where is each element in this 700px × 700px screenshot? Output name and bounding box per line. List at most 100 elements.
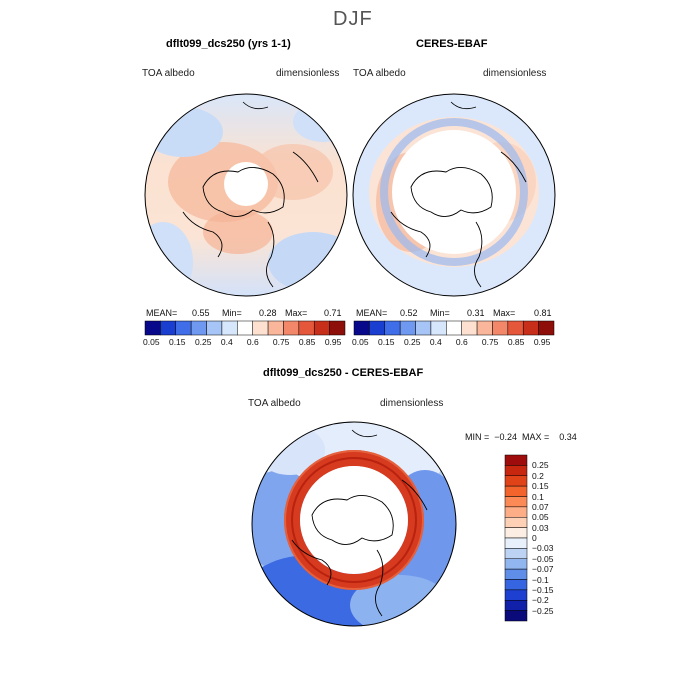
colorbar-ceres-swatch (430, 320, 447, 336)
colorbar-model-tick-label: 0.6 (246, 337, 259, 347)
colorbar-model-swatch (160, 320, 177, 336)
colorbar-difference-tick-label: −0.15 (532, 584, 554, 595)
colorbar-difference-swatch (504, 506, 528, 518)
colorbar-ceres-tick-label: 0.15 (377, 337, 395, 347)
colorbar-difference-tick-label: 0 (532, 533, 537, 543)
panel-2-mean-value: 0.52 (400, 308, 418, 318)
map-model-albedo (144, 93, 348, 297)
colorbar-model-swatch (206, 320, 223, 336)
panel-1-variable-label: TOA albedo (142, 68, 195, 79)
colorbar-difference-swatch (504, 610, 528, 622)
panel-1-max-value: 0.71 (324, 308, 342, 318)
colorbar-ceres-ticks: 0.05 0.15 0.25 0.4 0.6 0.75 0.85 0.95 (352, 337, 554, 349)
map-difference (251, 421, 457, 627)
colorbar-model-swatch (313, 320, 330, 336)
panel-2-units-label: dimensionless (483, 68, 547, 79)
colorbar-difference-swatch (504, 527, 528, 539)
colorbar-ceres-tick-label: 0.75 (481, 337, 499, 347)
colorbar-ceres-swatch (384, 320, 401, 336)
panel-3-min-max: MIN = −0.24 MAX = 0.34 (465, 432, 577, 442)
colorbar-ceres (353, 320, 555, 336)
colorbar-model-swatch (329, 320, 346, 336)
colorbar-ceres-swatch (369, 320, 386, 336)
colorbar-ceres-swatch (399, 320, 416, 336)
colorbar-model-swatch (190, 320, 207, 336)
colorbar-difference-swatch (504, 475, 528, 487)
colorbar-ceres-tick-label: 0.95 (533, 337, 551, 347)
colorbar-difference-swatch (504, 558, 528, 570)
colorbar-difference-swatch (504, 454, 528, 466)
colorbar-model-swatch (237, 320, 253, 336)
colorbar-ceres-tick-label: 0.85 (507, 337, 525, 347)
colorbar-ceres-swatch (461, 320, 478, 336)
colorbar-model-swatch (298, 320, 315, 336)
colorbar-difference-tick-label: 0.15 (532, 481, 549, 492)
colorbar-difference-tick-label: −0.1 (532, 574, 549, 585)
panel-2-mean-label: MEAN= (356, 308, 388, 318)
panel-2-max-label: Max= (493, 308, 516, 318)
colorbar-difference-tick-label: 0.25 (532, 460, 549, 471)
colorbar-difference-swatch (504, 465, 528, 476)
colorbar-difference-tick-label: 0.03 (532, 522, 549, 533)
colorbar-difference-tick-label: −0.03 (532, 543, 554, 554)
colorbar-difference-swatch (504, 517, 528, 528)
colorbar-difference-swatch (504, 600, 528, 611)
colorbar-model-tick-label: 0.95 (324, 337, 342, 347)
panel-3-title: dflt099_dcs250 - CERES-EBAF (263, 367, 424, 379)
colorbar-ceres-swatch (415, 320, 432, 336)
panel-1-mean-label: MEAN= (146, 308, 178, 318)
colorbar-ceres-swatch (476, 320, 493, 336)
colorbar-difference-tick-label: 0.1 (532, 491, 544, 502)
colorbar-ceres-tick-label: 0.25 (403, 337, 421, 347)
panel-3-variable-label: TOA albedo (248, 398, 301, 409)
colorbar-model-swatch (144, 320, 161, 336)
panel-1-min-label: Min= (222, 308, 242, 318)
colorbar-difference-swatch (504, 548, 528, 559)
colorbar-model-swatch (283, 320, 300, 336)
panel-2-max-value: 0.81 (534, 308, 552, 318)
colorbar-difference-ticks: 0.25 0.2 0.15 0.1 0.07 0.05 0.03 0 −0.03 −0.05 −0.… (532, 455, 582, 621)
colorbar-model-tick-label: 0.25 (194, 337, 212, 347)
colorbar-ceres-swatch (446, 320, 462, 336)
colorbar-difference-tick-label: −0.25 (532, 605, 554, 616)
panel-1-units-label: dimensionless (276, 68, 340, 79)
colorbar-ceres-tick-label: 0.4 (429, 337, 442, 347)
colorbar-model-tick-label: 0.05 (143, 337, 160, 347)
colorbar-model-ticks: 0.05 0.15 0.25 0.4 0.6 0.75 0.85 0.95 (143, 337, 345, 349)
colorbar-ceres-swatch (353, 320, 370, 336)
colorbar-difference-swatch (504, 496, 528, 508)
colorbar-model-swatch (221, 320, 238, 336)
map-ceres-albedo (352, 93, 556, 297)
colorbar-model-swatch (175, 320, 192, 336)
colorbar-difference-swatch (504, 568, 528, 580)
colorbar-difference (504, 454, 528, 622)
colorbar-difference-tick-label: 0.05 (532, 512, 549, 523)
panel-3-units-label: dimensionless (380, 398, 444, 409)
colorbar-ceres-tick-label: 0.05 (352, 337, 369, 347)
colorbar-model-tick-label: 0.15 (168, 337, 186, 347)
colorbar-ceres-swatch (538, 320, 555, 336)
colorbar-difference-swatch (504, 579, 528, 591)
colorbar-difference-tick-label: 0.07 (532, 501, 549, 512)
panel-2-min-value: 0.31 (467, 308, 485, 318)
season-title: DJF (333, 8, 373, 30)
colorbar-model (144, 320, 346, 336)
colorbar-ceres-swatch (507, 320, 524, 336)
colorbar-model-swatch (252, 320, 269, 336)
panel-1-min-value: 0.28 (259, 308, 277, 318)
colorbar-ceres-swatch (492, 320, 509, 336)
colorbar-difference-swatch (504, 485, 528, 497)
colorbar-ceres-tick-label: 0.6 (455, 337, 468, 347)
colorbar-model-tick-label: 0.4 (220, 337, 233, 347)
panel-2-title: CERES-EBAF (416, 38, 488, 50)
colorbar-difference-tick-label: 0.2 (532, 470, 544, 481)
colorbar-model-tick-label: 0.75 (272, 337, 290, 347)
colorbar-ceres-swatch (522, 320, 539, 336)
panel-1-mean-value: 0.55 (192, 308, 210, 318)
colorbar-model-swatch (267, 320, 284, 336)
colorbar-difference-tick-label: −0.07 (532, 564, 554, 575)
panel-1-title: dflt099_dcs250 (yrs 1-1) (166, 38, 291, 50)
colorbar-difference-tick-label: −0.05 (532, 553, 554, 564)
colorbar-difference-swatch (504, 589, 528, 601)
colorbar-difference-swatch (504, 537, 528, 549)
